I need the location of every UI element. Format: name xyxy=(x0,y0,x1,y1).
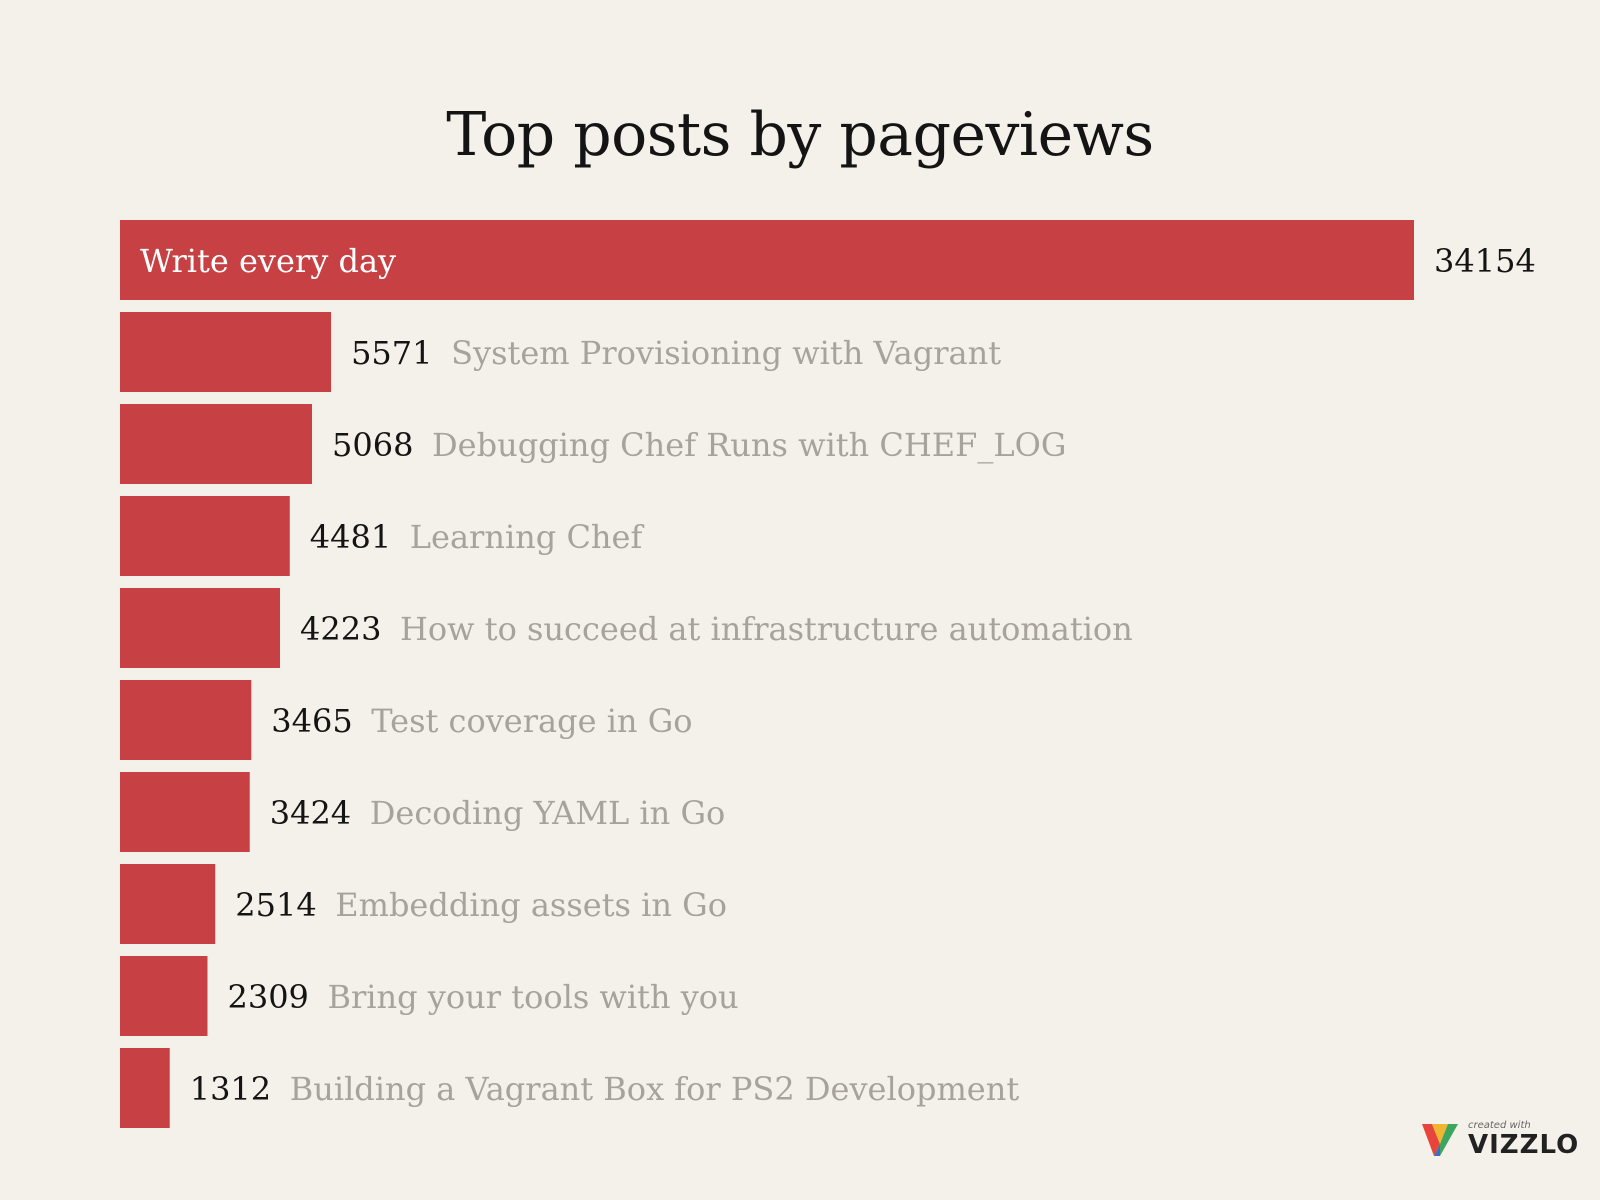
bar xyxy=(120,772,250,852)
value-label: 2514 xyxy=(235,886,316,924)
value-label: 34154 xyxy=(1434,242,1536,280)
bar xyxy=(120,864,216,944)
bar-group: 5571 System Provisioning with Vagrant xyxy=(120,312,1001,392)
bar-group: 1312 Building a Vagrant Box for PS2 Devel… xyxy=(120,1048,1019,1128)
value-label: 5571 xyxy=(351,334,432,372)
category-label: Test coverage in Go xyxy=(371,702,692,740)
logo-wordmark: VIZZLO xyxy=(1468,1130,1580,1160)
bar xyxy=(120,680,252,760)
category-label: Debugging Chef Runs with CHEF_LOG xyxy=(432,426,1066,464)
value-label: 5068 xyxy=(332,426,413,464)
bar xyxy=(120,956,208,1036)
category-label: Decoding YAML in Go xyxy=(370,794,726,832)
bar-group: 2514 Embedding assets in Go xyxy=(120,864,727,944)
chart-title: Top posts by pageviews xyxy=(446,100,1154,170)
bar-group: 4481 Learning Chef xyxy=(120,496,644,576)
category-label: Bring your tools with you xyxy=(327,978,738,1016)
value-label: 4481 xyxy=(310,518,391,556)
bar-group: 5068 Debugging Chef Runs with CHEF_LOG xyxy=(120,404,1066,484)
vizzlo-logo: created with VIZZLO xyxy=(1420,1118,1580,1162)
value-label: 3465 xyxy=(271,702,352,740)
category-label: How to succeed at infrastructure automat… xyxy=(400,610,1133,648)
bar-group: 4223 How to succeed at infrastructure aut… xyxy=(120,588,1133,668)
category-label: Learning Chef xyxy=(410,518,645,556)
category-label: Building a Vagrant Box for PS2 Developme… xyxy=(290,1070,1020,1108)
bar xyxy=(120,588,280,668)
logo-caption: created with xyxy=(1468,1120,1531,1131)
bar-group: 2309 Bring your tools with you xyxy=(120,956,739,1036)
bar-group: 3424 Decoding YAML in Go xyxy=(120,772,725,852)
bar xyxy=(120,404,313,484)
bar xyxy=(120,312,332,392)
value-label: 2309 xyxy=(227,978,308,1016)
vizzlo-v-icon xyxy=(1422,1124,1458,1156)
bar-group: 34154 Write every day xyxy=(120,220,1536,300)
value-label: 4223 xyxy=(300,610,381,648)
bar xyxy=(120,220,1414,300)
value-label: 1312 xyxy=(190,1070,271,1108)
category-label: System Provisioning with Vagrant xyxy=(451,334,1001,372)
bar xyxy=(120,496,290,576)
value-label: 3424 xyxy=(270,794,351,832)
category-label: Embedding assets in Go xyxy=(335,886,727,924)
category-label: Write every day xyxy=(140,242,396,280)
bar-group: 3465 Test coverage in Go xyxy=(120,680,693,760)
bar xyxy=(120,1048,170,1128)
